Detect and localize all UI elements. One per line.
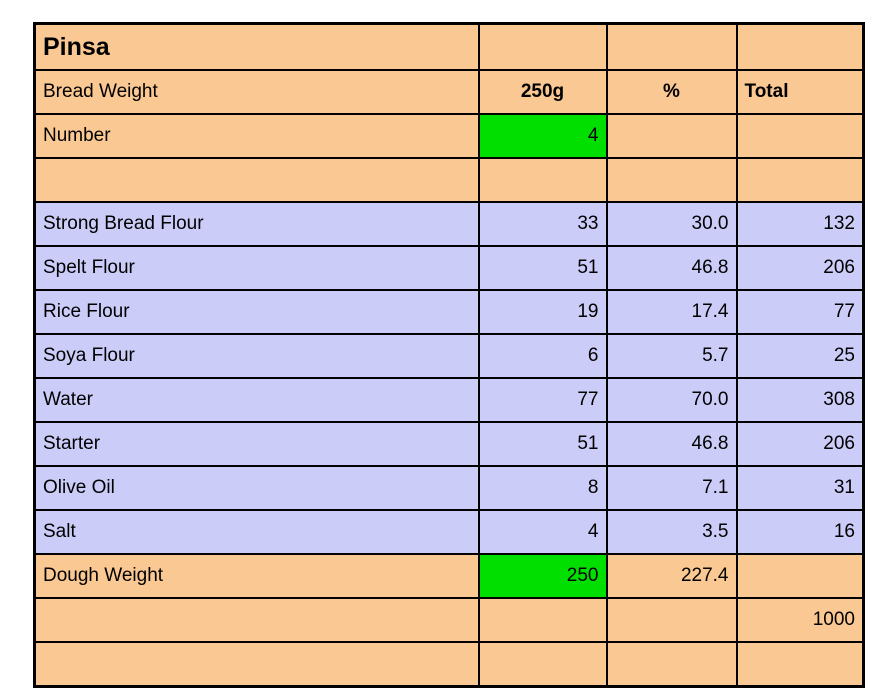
table-cell[interactable]: 308 bbox=[735, 377, 865, 423]
table-cell[interactable] bbox=[735, 553, 865, 599]
row-label-cell[interactable]: Starter bbox=[33, 421, 480, 467]
table-cell[interactable]: 7.1 bbox=[605, 465, 738, 511]
table-cell[interactable]: 6 bbox=[477, 333, 608, 379]
table-row: Water 77 70.0 308 bbox=[33, 377, 865, 423]
row-label-cell[interactable]: Bread Weight bbox=[33, 69, 480, 115]
table-cell[interactable]: 206 bbox=[735, 245, 865, 291]
table-cell[interactable]: 132 bbox=[735, 201, 865, 247]
table-row: Rice Flour 19 17.4 77 bbox=[33, 289, 865, 335]
table-cell[interactable] bbox=[605, 597, 738, 643]
table-cell[interactable] bbox=[735, 157, 865, 203]
table-row: Starter 51 46.8 206 bbox=[33, 421, 865, 467]
table-cell[interactable]: 33 bbox=[477, 201, 608, 247]
table-cell[interactable]: 51 bbox=[477, 421, 608, 467]
row-label-cell[interactable]: Strong Bread Flour bbox=[33, 201, 480, 247]
table-cell[interactable]: 4 bbox=[477, 509, 608, 555]
table-cell[interactable]: 227.4 bbox=[605, 553, 738, 599]
row-label-cell[interactable]: Dough Weight bbox=[33, 553, 480, 599]
table-cell[interactable]: 5.7 bbox=[605, 333, 738, 379]
row-label-cell[interactable]: Salt bbox=[33, 509, 480, 555]
table-row: Pinsa bbox=[33, 22, 865, 71]
spreadsheet-sheet: Pinsa Bread Weight 250g% Total Number 4 Strong… bbox=[33, 22, 865, 688]
row-label-cell[interactable]: Rice Flour bbox=[33, 289, 480, 335]
table-cell[interactable] bbox=[735, 113, 865, 159]
table-row: Number 4 bbox=[33, 113, 865, 159]
input-cell-dough-weight[interactable]: 250 bbox=[477, 553, 608, 599]
row-label-cell[interactable]: Soya Flour bbox=[33, 333, 480, 379]
table-cell[interactable]: 3.5 bbox=[605, 509, 738, 555]
table-row: Dough Weight 250 227.4 bbox=[33, 553, 865, 599]
recipe-table: Pinsa Bread Weight 250g% Total Number 4 Strong… bbox=[33, 22, 865, 688]
table-cell[interactable]: 51 bbox=[477, 245, 608, 291]
table-row: Strong Bread Flour 33 30.0 132 bbox=[33, 201, 865, 247]
table-row: Spelt Flour 51 46.8 206 bbox=[33, 245, 865, 291]
table-cell[interactable]: 30.0 bbox=[605, 201, 738, 247]
table-cell[interactable] bbox=[477, 157, 608, 203]
table-cell[interactable] bbox=[33, 157, 480, 203]
table-cell[interactable]: 19 bbox=[477, 289, 608, 335]
table-row: Soya Flour 6 5.7 25 bbox=[33, 333, 865, 379]
grand-total-cell[interactable]: 1000 bbox=[735, 597, 865, 643]
table-cell[interactable]: 46.8 bbox=[605, 245, 738, 291]
table-cell[interactable] bbox=[477, 22, 608, 71]
column-header-cell[interactable]: % bbox=[605, 69, 738, 115]
table-cell[interactable] bbox=[477, 597, 608, 643]
table-cell[interactable]: 77 bbox=[477, 377, 608, 423]
table-row: 1000 bbox=[33, 597, 865, 643]
table-row bbox=[33, 157, 865, 203]
table-cell[interactable]: 46.8 bbox=[605, 421, 738, 467]
sheet-title-cell[interactable]: Pinsa bbox=[33, 22, 480, 71]
table-cell[interactable]: 17.4 bbox=[605, 289, 738, 335]
row-label-cell[interactable]: Water bbox=[33, 377, 480, 423]
table-cell[interactable] bbox=[605, 113, 738, 159]
recipe-table-body: Pinsa Bread Weight 250g% Total Number 4 Strong… bbox=[33, 22, 865, 688]
table-cell[interactable] bbox=[605, 157, 738, 203]
table-cell[interactable]: 77 bbox=[735, 289, 865, 335]
table-cell[interactable]: 8 bbox=[477, 465, 608, 511]
table-cell[interactable]: 206 bbox=[735, 421, 865, 467]
table-cell[interactable] bbox=[605, 22, 738, 71]
table-row: Salt 4 3.5 16 bbox=[33, 509, 865, 555]
table-cell[interactable]: 31 bbox=[735, 465, 865, 511]
column-header-cell[interactable]: 250g bbox=[477, 69, 608, 115]
row-label-cell[interactable]: Number bbox=[33, 113, 480, 159]
table-cell[interactable] bbox=[33, 597, 480, 643]
table-cell[interactable] bbox=[735, 22, 865, 71]
row-label-cell[interactable]: Olive Oil bbox=[33, 465, 480, 511]
column-header-cell[interactable]: Total bbox=[735, 69, 865, 115]
input-cell-number[interactable]: 4 bbox=[477, 113, 608, 159]
table-row: Bread Weight 250g% Total bbox=[33, 69, 865, 115]
table-cell[interactable]: 25 bbox=[735, 333, 865, 379]
table-cell[interactable]: 16 bbox=[735, 509, 865, 555]
table-cell[interactable]: 70.0 bbox=[605, 377, 738, 423]
row-label-cell[interactable]: Spelt Flour bbox=[33, 245, 480, 291]
table-row: Olive Oil 8 7.1 31 bbox=[33, 465, 865, 511]
